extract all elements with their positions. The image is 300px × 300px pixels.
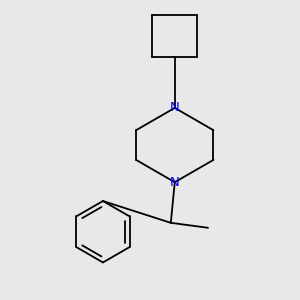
Text: N: N [170, 101, 180, 114]
Text: N: N [170, 176, 180, 189]
